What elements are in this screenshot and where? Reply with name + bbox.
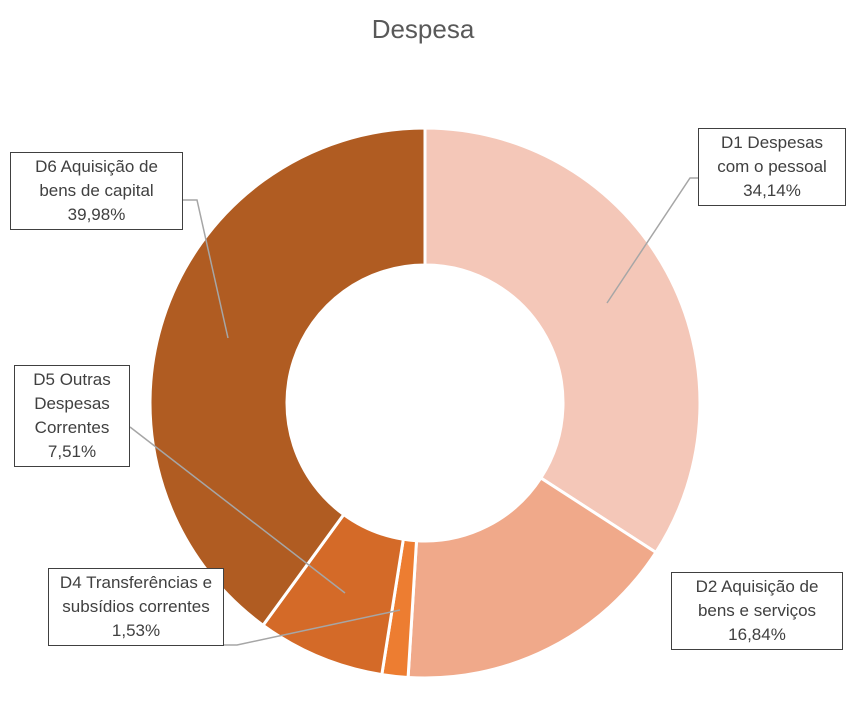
label-value: 7,51% [47,442,97,461]
label-category: D2 Aquisição de bens e serviços [695,577,819,620]
data-label: D4 Transferências e subsídios correntes 1… [48,568,224,646]
data-label: D5 Outras Despesas Correntes 7,51% [14,365,130,467]
label-value: 1,53% [111,621,161,640]
chart-title: Despesa [371,14,475,44]
label-value: 16,84% [728,625,786,644]
donut-slice [148,126,427,628]
donut-slice [423,126,702,555]
leader-line [183,199,229,339]
leader-line [224,609,401,646]
data-label: D6 Aquisição de bens de capital 39,98% [10,152,183,230]
label-value: 39,98% [67,205,126,224]
data-label: D2 Aquisição de bens e serviços 16,84% [671,572,843,650]
label-category: D5 Outras Despesas Correntes [33,370,111,437]
data-label: D1 Despesas com o pessoal 34,14% [698,128,846,206]
label-category: D1 Despesas com o pessoal [717,133,827,176]
label-category: D6 Aquisição de bens de capital [35,157,158,200]
label-value: 34,14% [743,181,801,200]
leader-line [129,426,346,594]
donut-slice [406,475,658,680]
leader-line [606,177,698,304]
label-category: D4 Transferências e subsídios correntes [59,573,213,616]
